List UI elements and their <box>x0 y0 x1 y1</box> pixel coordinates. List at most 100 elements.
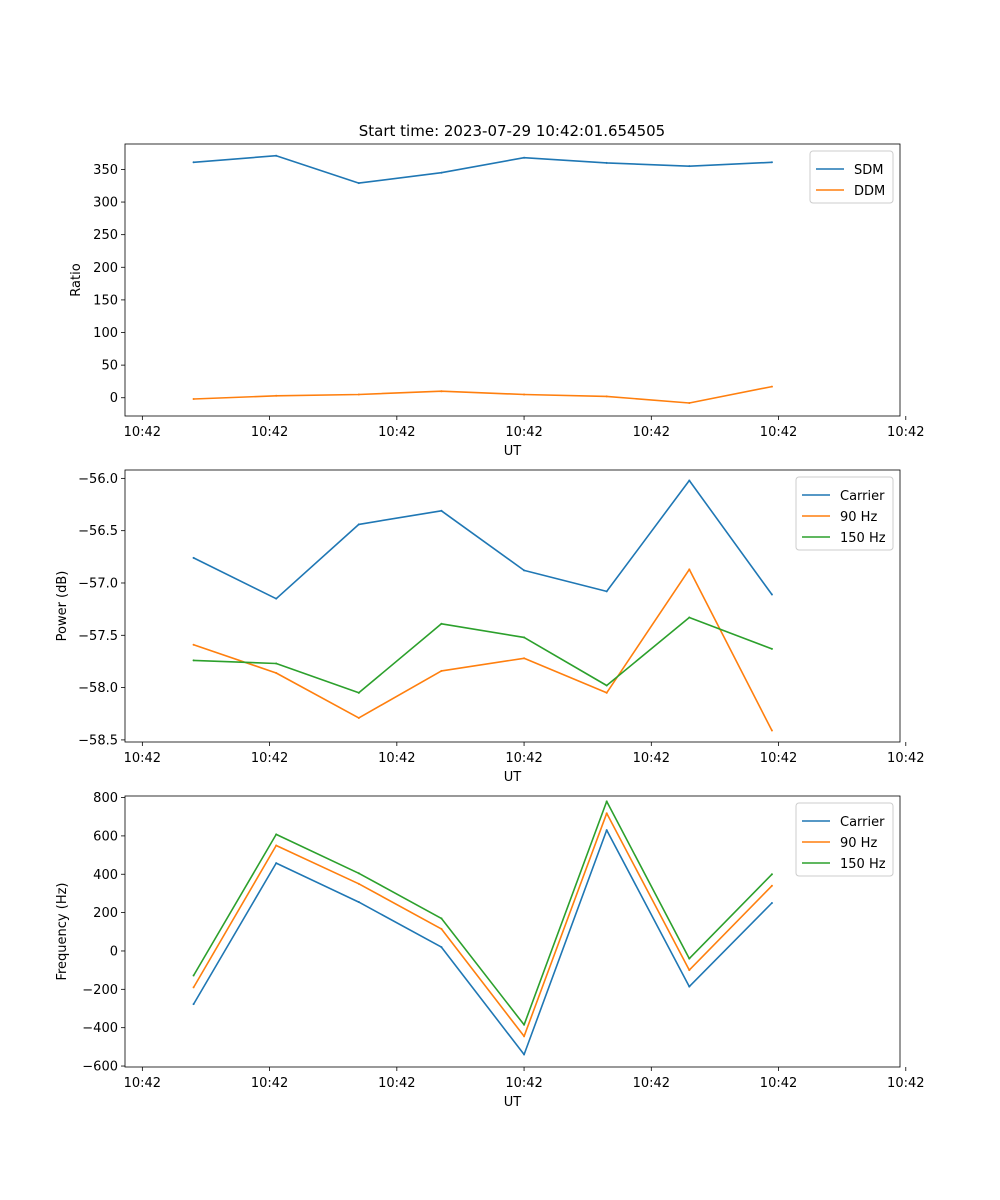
data-point-sdm <box>688 165 691 168</box>
y-tick-label: −56.0 <box>78 472 118 487</box>
series-line-90-hz <box>192 812 773 1038</box>
x-tick-label: 10:42 <box>887 751 924 766</box>
y-axis-label: Frequency (Hz) <box>55 882 70 980</box>
x-tick-label: 10:42 <box>124 425 161 440</box>
data-point-carrier <box>440 946 443 949</box>
data-point-90-hz <box>440 927 443 930</box>
data-point-150-hz <box>523 636 526 639</box>
data-point-90-hz <box>605 691 608 694</box>
legend-label-90-hz: 90 Hz <box>840 510 877 525</box>
data-point-sdm <box>605 161 608 164</box>
data-point-150-hz <box>440 917 443 920</box>
legend-label-150-hz: 150 Hz <box>840 857 886 872</box>
data-point-90-hz <box>275 844 278 847</box>
data-point-150-hz <box>357 691 360 694</box>
y-axis-label: Power (dB) <box>55 571 70 642</box>
x-axis-label: UT <box>504 444 522 459</box>
x-tick-label: 10:42 <box>633 751 670 766</box>
data-point-90-hz <box>357 716 360 719</box>
data-point-ddm <box>192 398 195 401</box>
y-tick-label: −58.5 <box>78 733 118 748</box>
data-point-90-hz <box>275 671 278 674</box>
y-tick-label: 0 <box>110 391 118 406</box>
data-point-carrier <box>357 901 360 904</box>
y-tick-label: 0 <box>110 944 118 959</box>
y-tick-label: 250 <box>93 228 118 243</box>
x-tick-label: 10:42 <box>251 425 288 440</box>
data-point-carrier <box>523 1053 526 1056</box>
data-point-150-hz <box>605 684 608 687</box>
x-tick-label: 10:42 <box>760 425 797 440</box>
y-tick-label: 600 <box>93 829 118 844</box>
data-point-carrier <box>770 593 773 596</box>
data-point-150-hz <box>275 662 278 665</box>
y-tick-label: 100 <box>93 326 118 341</box>
data-point-carrier <box>357 523 360 526</box>
legend-label-90-hz: 90 Hz <box>840 836 877 851</box>
y-tick-label: −56.5 <box>78 524 118 539</box>
data-point-90-hz <box>440 669 443 672</box>
y-tick-label: 150 <box>93 293 118 308</box>
x-tick-label: 10:42 <box>633 1076 670 1091</box>
data-point-carrier <box>275 597 278 600</box>
data-point-ddm <box>605 395 608 398</box>
series-line-ddm <box>193 385 773 404</box>
series-line-carrier <box>193 479 773 600</box>
series-line-carrier <box>192 829 773 1056</box>
y-axis-label: Ratio <box>69 263 84 296</box>
y-tick-label: −400 <box>82 1021 118 1036</box>
data-point-carrier <box>523 569 526 572</box>
ratio-panel: 10:42 10:42 10:42 10:42 10:42 10:42 10:42 0 50 10… <box>69 143 925 459</box>
data-point-90-hz <box>192 643 195 646</box>
data-point-90-hz <box>523 1035 526 1038</box>
data-point-150-hz <box>688 957 691 960</box>
data-point-90-hz <box>688 969 691 972</box>
data-point-150-hz <box>770 647 773 650</box>
figure-title: Start time: 2023-07-29 10:42:01.654505 <box>359 122 665 140</box>
power-panel: 10:42 10:42 10:42 10:42 10:42 10:42 10:42 −58.5… <box>55 469 925 785</box>
series-line-90-hz <box>193 568 773 731</box>
x-tick-label: 10:42 <box>251 751 288 766</box>
data-point-carrier <box>688 479 691 482</box>
y-tick-label: 350 <box>93 163 118 178</box>
data-point-carrier <box>770 902 773 905</box>
x-tick-label: 10:42 <box>760 1076 797 1091</box>
data-point-carrier <box>605 590 608 593</box>
data-point-150-hz <box>192 659 195 662</box>
data-point-ddm <box>688 401 691 404</box>
data-point-carrier <box>192 556 195 559</box>
series-line-150-hz <box>193 616 773 694</box>
data-point-carrier <box>275 862 278 865</box>
y-tick-label: 300 <box>93 196 118 211</box>
y-tick-label: 400 <box>93 868 118 883</box>
x-tick-label: 10:42 <box>505 1076 542 1091</box>
data-point-150-hz <box>605 800 608 803</box>
data-point-ddm <box>275 394 278 397</box>
data-point-carrier <box>605 829 608 832</box>
data-point-ddm <box>523 393 526 396</box>
axes-frame <box>124 469 901 743</box>
axes-frame <box>124 795 901 1068</box>
y-tick-label: 200 <box>93 261 118 276</box>
y-tick-label: −57.0 <box>78 576 118 591</box>
legend-label-ddm: DDM <box>854 184 885 199</box>
data-point-90-hz <box>688 568 691 571</box>
data-point-90-hz <box>770 729 773 732</box>
x-tick-label: 10:42 <box>378 751 415 766</box>
frequency-panel: 10:42 10:42 10:42 10:42 10:42 10:42 10:42 −600 −… <box>55 791 925 1110</box>
data-point-150-hz <box>357 872 360 875</box>
x-tick-label: 10:42 <box>887 1076 924 1091</box>
data-point-carrier <box>440 509 443 512</box>
y-tick-label: 50 <box>101 359 118 374</box>
x-tick-label: 10:42 <box>505 425 542 440</box>
data-point-ddm <box>440 390 443 393</box>
data-point-90-hz <box>770 884 773 887</box>
legend-label-sdm: SDM <box>854 163 883 178</box>
x-tick-label: 10:42 <box>251 1076 288 1091</box>
y-tick-label: 800 <box>93 791 118 806</box>
data-point-150-hz <box>770 873 773 876</box>
y-tick-label: −57.5 <box>78 629 118 644</box>
data-point-150-hz <box>192 974 195 977</box>
x-tick-label: 10:42 <box>633 425 670 440</box>
